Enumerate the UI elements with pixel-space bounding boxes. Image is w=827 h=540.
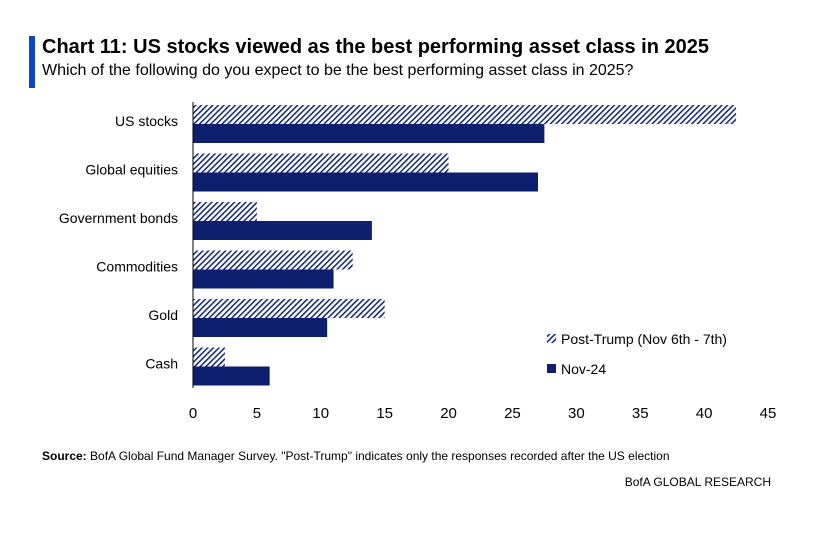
- chart-subtitle: Which of the following do you expect to …: [42, 62, 634, 79]
- source-note: Source: BofA Global Fund Manager Survey.…: [42, 449, 670, 463]
- title-accent-bar: [29, 36, 35, 88]
- x-tick-label: 45: [760, 405, 777, 422]
- bar-post-trump: [193, 105, 737, 124]
- bar-nov-24: [193, 366, 270, 386]
- x-tick-label: 25: [504, 405, 521, 422]
- legend-swatch: [547, 364, 556, 373]
- category-label: Global equities: [85, 162, 178, 178]
- bar-nov-24: [193, 318, 328, 337]
- source-label: Source:: [42, 449, 87, 463]
- legend-label: Nov-24: [561, 361, 606, 377]
- x-tick-label: 10: [312, 405, 329, 422]
- bar-post-trump: [193, 202, 257, 221]
- axis-group: 0 5 10 15 20 25 30 35 40 45: [189, 102, 777, 422]
- legend-swatch: [547, 334, 556, 343]
- legend: Post-Trump (Nov 6th - 7th) Nov-24: [547, 331, 727, 377]
- x-tick-label: 35: [632, 405, 649, 422]
- bar-nov-24: [193, 124, 545, 143]
- x-tick-label: 20: [440, 405, 457, 422]
- brand-label: BofA GLOBAL RESEARCH: [624, 475, 771, 489]
- bars-group: US stocks Global equities Government bonds…: [59, 105, 737, 386]
- category-label: Government bonds: [59, 210, 178, 226]
- bar-post-trump: [193, 347, 225, 367]
- category-label: Gold: [148, 307, 178, 323]
- category-label: Cash: [145, 356, 178, 372]
- category-label: Commodities: [96, 259, 178, 275]
- bar-post-trump: [193, 250, 353, 270]
- legend-label: Post-Trump (Nov 6th - 7th): [561, 331, 727, 347]
- x-tick-label: 0: [189, 405, 197, 422]
- source-text: BofA Global Fund Manager Survey. "Post-T…: [86, 449, 670, 463]
- bar-post-trump: [193, 153, 449, 173]
- chart-title: Chart 11: US stocks viewed as the best p…: [42, 36, 709, 58]
- bar-nov-24: [193, 221, 372, 240]
- bar-nov-24: [193, 172, 538, 192]
- x-tick-label: 30: [568, 405, 585, 422]
- x-tick-label: 5: [253, 405, 261, 422]
- x-tick-label: 40: [696, 405, 713, 422]
- bar-post-trump: [193, 299, 385, 318]
- x-tick-label: 15: [376, 405, 393, 422]
- bar-nov-24: [193, 269, 334, 289]
- category-label: US stocks: [115, 113, 178, 129]
